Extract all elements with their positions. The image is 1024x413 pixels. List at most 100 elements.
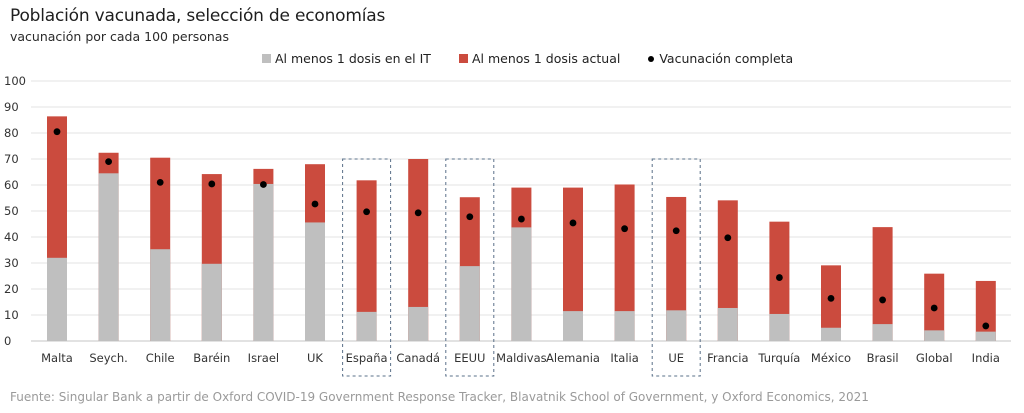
bar-current xyxy=(717,200,738,341)
legend-swatch-red xyxy=(458,54,468,63)
x-category-label: Turquía xyxy=(757,351,800,365)
legend-item-complete: Vacunación completa xyxy=(648,51,793,66)
y-tick-label: 0 xyxy=(4,334,11,348)
y-axis-ticks: 0 10 20 30 40 50 60 70 80 90 100 xyxy=(4,74,26,348)
bar-it xyxy=(717,307,738,341)
x-category-label: Chile xyxy=(146,351,175,365)
bar-it xyxy=(150,249,171,341)
y-tick-label: 20 xyxy=(4,282,19,296)
x-category-label: UE xyxy=(668,351,684,365)
bar-current xyxy=(356,180,377,341)
complete-dots xyxy=(53,128,990,330)
highlight-box xyxy=(651,158,701,377)
x-category-label: Francia xyxy=(707,351,748,365)
x-category-label: Israel xyxy=(248,351,279,365)
bar-current xyxy=(666,196,687,341)
bar-it xyxy=(563,311,583,341)
x-category-label: Seych. xyxy=(89,351,127,365)
complete-dot xyxy=(827,294,835,302)
highlight-box xyxy=(445,158,495,377)
complete-dot xyxy=(724,234,732,242)
bar-it xyxy=(872,324,893,341)
complete-dot xyxy=(879,296,886,304)
legend-label: Al menos 1 dosis en el IT xyxy=(275,51,431,66)
legend-item-current: Al menos 1 dosis actual xyxy=(458,51,621,66)
legend-label: Al menos 1 dosis actual xyxy=(471,51,621,66)
x-category-label: Malta xyxy=(41,351,73,365)
legend-label: Vacunación completa xyxy=(659,51,794,66)
legend-swatch-gray xyxy=(262,54,271,63)
complete-dot xyxy=(466,213,474,221)
bar-it xyxy=(356,311,377,341)
x-category-label: España xyxy=(346,351,388,365)
bar-it xyxy=(511,227,532,341)
bar-current xyxy=(975,280,996,341)
bar-it xyxy=(924,330,945,341)
x-category-label: Canadá xyxy=(396,351,440,365)
y-tick-label: 70 xyxy=(4,152,19,166)
complete-dot xyxy=(518,215,525,223)
bar-it xyxy=(47,257,67,341)
bar-it xyxy=(666,310,687,341)
legend-item-it: Al menos 1 dosis en el IT xyxy=(262,51,431,66)
complete-dot xyxy=(930,304,938,312)
complete-dot xyxy=(363,208,370,216)
bars xyxy=(47,116,996,341)
complete-dot xyxy=(53,128,61,136)
x-category-label: EEUU xyxy=(454,351,485,365)
bar-current xyxy=(563,187,583,341)
complete-dot xyxy=(569,219,577,227)
bar-it xyxy=(614,311,635,341)
x-category-label: Maldivas xyxy=(496,351,547,365)
highlight-boxes xyxy=(342,158,701,377)
x-category-label: India xyxy=(972,351,1000,365)
complete-dot xyxy=(260,181,267,188)
y-tick-label: 90 xyxy=(4,100,19,114)
bar-it xyxy=(459,266,480,341)
y-tick-label: 60 xyxy=(4,178,19,192)
bar-it xyxy=(98,173,119,341)
legend: Al menos 1 dosis en el IT Al menos 1 dos… xyxy=(262,51,821,66)
bar-it xyxy=(821,327,841,341)
bar-current xyxy=(821,265,841,341)
chart-subtitle: vacunación por cada 100 personas xyxy=(10,29,229,44)
y-tick-label: 10 xyxy=(4,308,19,322)
y-tick-label: 40 xyxy=(4,230,19,244)
y-tick-label: 100 xyxy=(4,74,26,88)
complete-dot xyxy=(105,158,112,166)
bar-current xyxy=(872,227,893,341)
complete-dot xyxy=(982,322,990,330)
complete-dot xyxy=(672,227,680,235)
complete-dot xyxy=(776,274,783,281)
complete-dot xyxy=(621,225,628,233)
bar-it xyxy=(408,306,429,341)
complete-dot xyxy=(414,209,422,217)
x-category-label: Italia xyxy=(610,351,638,365)
source-note: Fuente: Singular Bank a partir de Oxford… xyxy=(10,390,869,404)
complete-dot xyxy=(311,200,319,208)
bar-current xyxy=(614,184,635,341)
x-category-label: México xyxy=(811,351,851,365)
x-category-label: Baréin xyxy=(193,351,230,365)
highlight-box xyxy=(342,158,392,377)
complete-dot xyxy=(156,179,164,186)
chart-title: Población vacunada, selección de economí… xyxy=(10,6,386,26)
x-axis-labels: Malta Seych. Chile Baréin Israel UK España Cana… xyxy=(41,351,1000,365)
legend-dot-black xyxy=(648,55,655,62)
bar-it xyxy=(769,313,790,341)
x-category-label: UK xyxy=(307,351,323,365)
x-category-label: Alemania xyxy=(546,351,600,365)
bar-it xyxy=(201,263,222,341)
x-category-label: Global xyxy=(916,351,953,365)
y-tick-label: 80 xyxy=(4,126,19,140)
x-category-label: Brasil xyxy=(867,351,899,365)
bar-it xyxy=(305,222,325,341)
bar-current xyxy=(769,221,790,341)
complete-dot xyxy=(208,180,216,188)
bar-current xyxy=(408,159,429,341)
y-tick-label: 50 xyxy=(4,204,19,218)
bar-it xyxy=(253,183,274,341)
bar-it xyxy=(975,331,996,341)
y-tick-label: 30 xyxy=(4,256,19,270)
